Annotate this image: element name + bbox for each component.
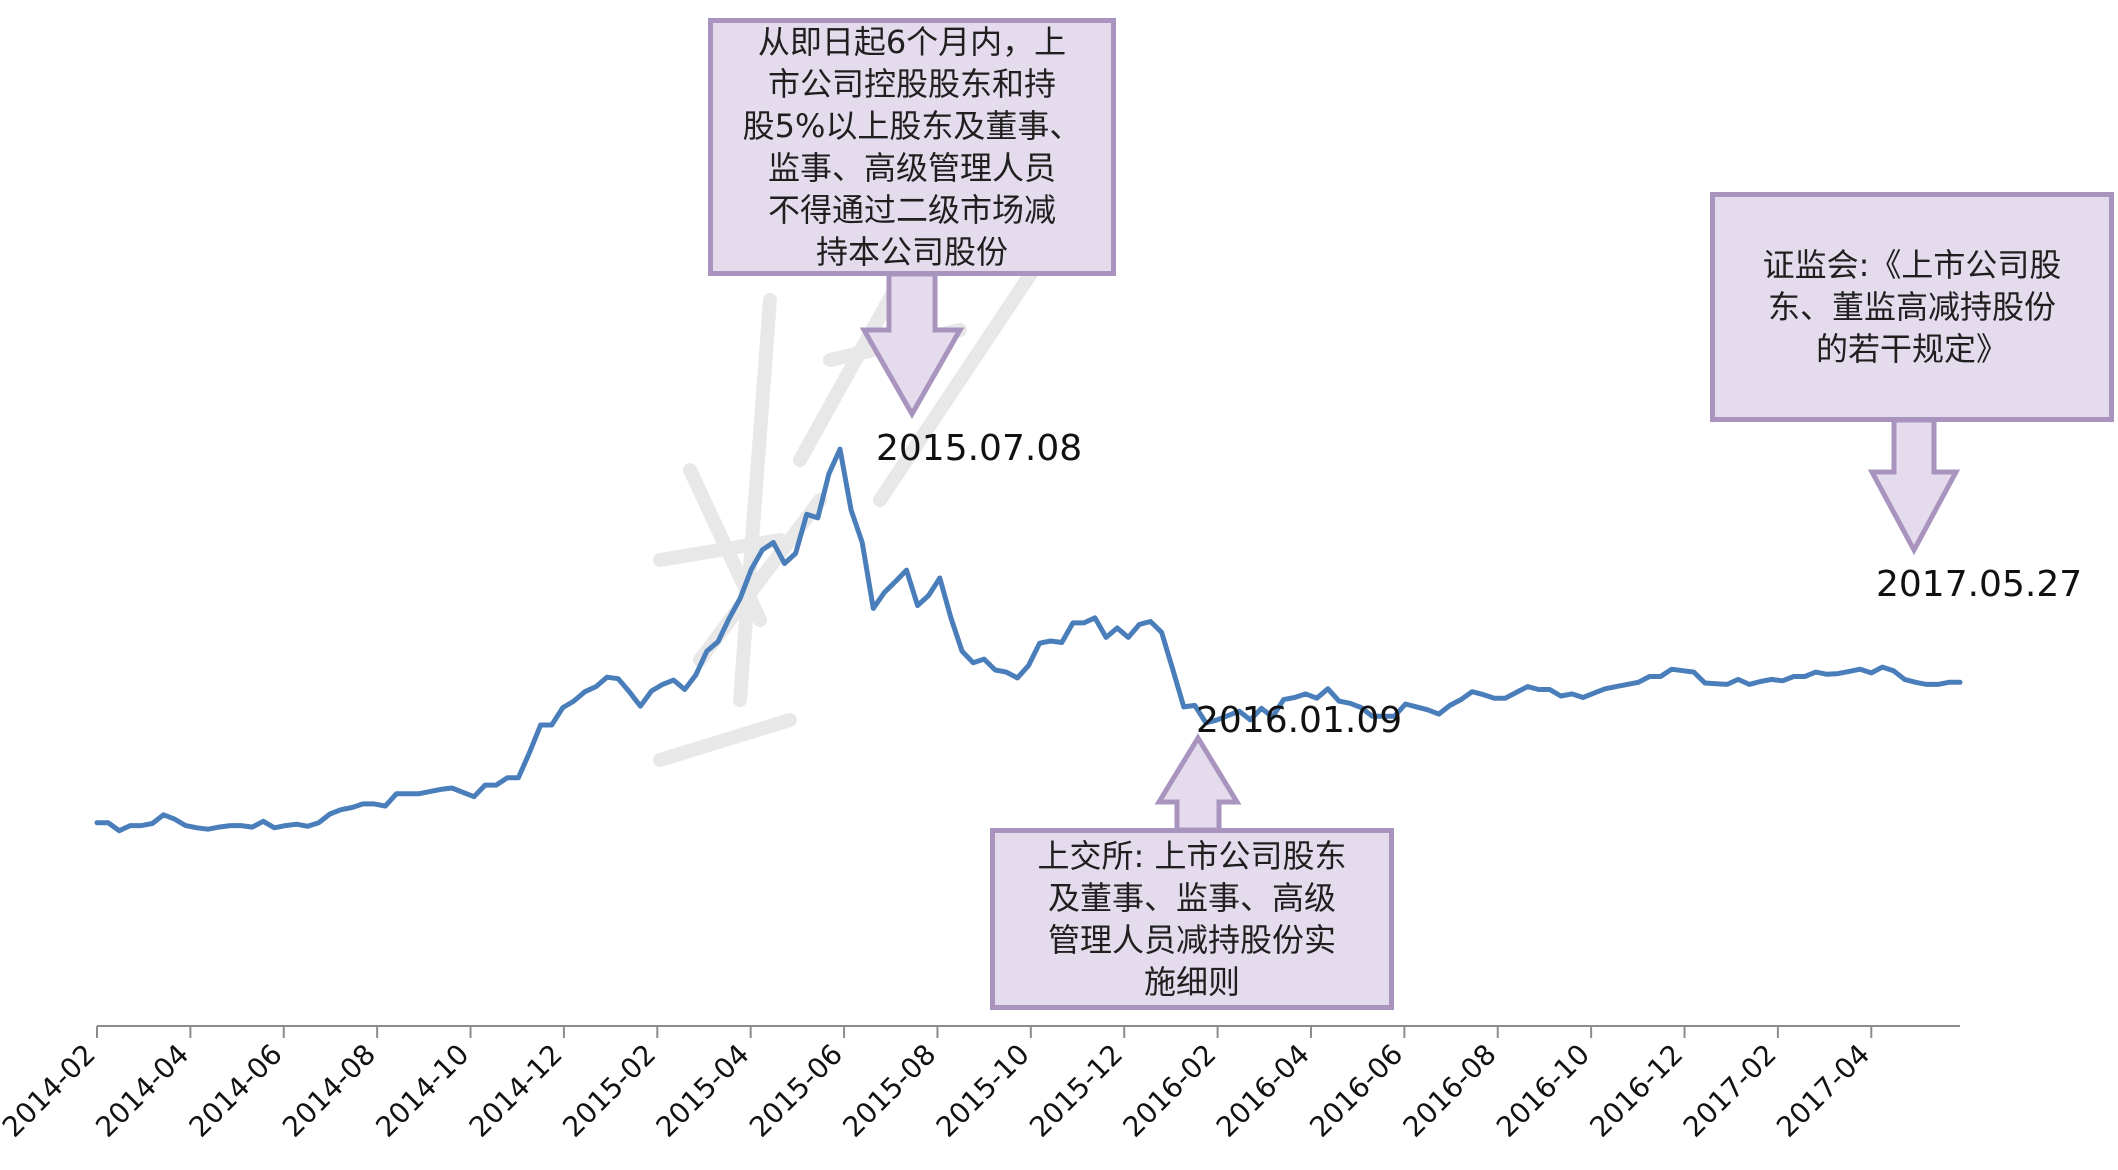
- annotation-box-2016-01-09: 上交所: 上市公司股东 及董事、监事、高级 管理人员减持股份实 施细则: [990, 828, 1394, 1010]
- callout-arrow-2015-07-08: [859, 271, 965, 420]
- x-tick-label-17: 2016-12: [1583, 1038, 1689, 1144]
- x-tick-label-15: 2016-08: [1397, 1038, 1503, 1144]
- x-axis-tick-labels: 2014-022014-042014-062014-082014-102014-…: [0, 1038, 1876, 1144]
- x-tick-label-19: 2017-04: [1770, 1038, 1876, 1144]
- x-tick-label-13: 2016-04: [1210, 1038, 1316, 1144]
- x-tick-label-8: 2015-06: [743, 1038, 849, 1144]
- x-tick-label-12: 2016-02: [1116, 1038, 1222, 1144]
- x-tick-label-11: 2015-12: [1023, 1038, 1129, 1144]
- x-tick-label-5: 2014-12: [463, 1038, 569, 1144]
- x-tick-label-6: 2015-02: [556, 1038, 662, 1144]
- annotation-date-2015-07-08: 2015.07.08: [876, 428, 1083, 469]
- x-tick-label-16: 2016-10: [1490, 1038, 1596, 1144]
- annotation-date-2016-01-09: 2016.01.09: [1196, 700, 1403, 741]
- annotation-box-2015-07-08: 从即日起6个月内，上 市公司控股股东和持 股5%以上股东及董事、 监事、高级管理…: [708, 18, 1116, 276]
- x-tick-label-3: 2014-08: [276, 1038, 382, 1144]
- x-tick-label-10: 2015-10: [930, 1038, 1036, 1144]
- x-tick-label-2: 2014-06: [183, 1038, 289, 1144]
- x-tick-label-1: 2014-04: [89, 1038, 195, 1144]
- x-tick-label-4: 2014-10: [369, 1038, 475, 1144]
- series-line: [94, 446, 1963, 834]
- x-tick-label-0: 2014-02: [0, 1038, 102, 1144]
- x-tick-label-7: 2015-04: [650, 1038, 756, 1144]
- x-tick-label-9: 2015-08: [836, 1038, 942, 1144]
- callout-arrows: [859, 271, 1961, 833]
- annotation-box-2017-05-27: 证监会:《上市公司股 东、董监高减持股份 的若干规定》: [1710, 192, 2114, 422]
- annotation-date-2017-05-27: 2017.05.27: [1876, 564, 2083, 605]
- x-tick-label-14: 2016-06: [1303, 1038, 1409, 1144]
- x-axis-ticks: [96, 1026, 1873, 1038]
- callout-arrow-2016-01-09: [1154, 733, 1242, 833]
- callout-arrow-2017-05-27: [1867, 417, 1961, 556]
- x-tick-label-18: 2017-02: [1677, 1038, 1783, 1144]
